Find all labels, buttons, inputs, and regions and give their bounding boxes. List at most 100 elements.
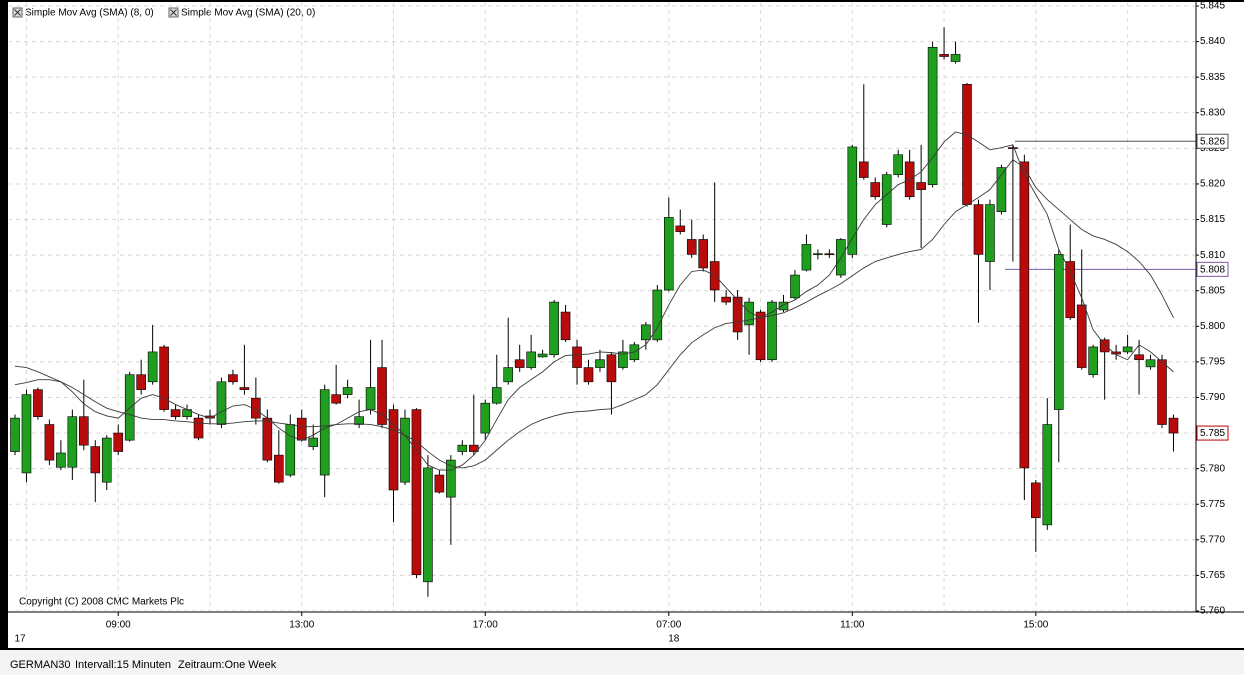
y-tick-label: 5.770 xyxy=(1200,534,1225,545)
candle-body xyxy=(1008,147,1018,149)
candle-body xyxy=(411,409,422,575)
candle-body xyxy=(193,417,204,439)
price-box-label: 5.785 xyxy=(1200,428,1225,439)
candle-body xyxy=(973,204,984,255)
candle-body xyxy=(1122,346,1133,353)
candle-body xyxy=(1031,482,1041,519)
candle-body xyxy=(790,274,800,299)
candle-body xyxy=(858,161,869,178)
candle-body xyxy=(159,346,169,410)
copyright: Copyright (C) 2008 CMC Markets Plc xyxy=(19,597,184,608)
x-tick-label: 07:00 xyxy=(656,620,681,631)
candle-body xyxy=(916,182,926,190)
candle-body xyxy=(1076,304,1087,368)
candle-body xyxy=(354,416,364,425)
sma-line xyxy=(14,131,1174,471)
candle-body xyxy=(423,467,433,583)
candle-body xyxy=(824,253,835,255)
panel xyxy=(8,2,1244,648)
candle-body xyxy=(985,204,995,262)
candle-body xyxy=(274,454,284,483)
candle-body xyxy=(686,239,697,255)
candle-body xyxy=(606,354,617,383)
price-box xyxy=(1196,133,1229,149)
y-tick-label: 5.760 xyxy=(1200,606,1225,617)
candle-body xyxy=(216,381,227,425)
candle-body xyxy=(33,389,43,417)
candle-body xyxy=(1088,346,1098,375)
candle-body xyxy=(1134,354,1144,361)
legend-label: Simple Mov Avg (SMA) (20, 0) xyxy=(181,8,315,19)
candle-body xyxy=(813,253,823,255)
candle-body xyxy=(170,409,181,417)
candle-body xyxy=(652,289,663,341)
y-tick-label: 5.830 xyxy=(1200,107,1225,118)
status-bar: GERMAN30 Intervall:15 Minuten Zeitraum:O… xyxy=(0,650,1244,675)
interval: Intervall:15 Minuten xyxy=(75,659,171,671)
candle-body xyxy=(434,474,445,493)
candle-body xyxy=(101,437,112,483)
legend-label: Simple Mov Avg (SMA) (8, 0) xyxy=(25,8,154,19)
candle-body xyxy=(996,167,1007,213)
candle-body xyxy=(778,301,789,311)
candle-body xyxy=(308,437,319,447)
chart: Simple Mov Avg (SMA) (8, 0) Simple Mov A… xyxy=(0,0,1244,650)
sma-lines xyxy=(14,131,1174,471)
price-box-label: 5.826 xyxy=(1200,136,1225,147)
candle-body xyxy=(446,459,456,498)
candle-body xyxy=(1099,339,1110,353)
candle-body xyxy=(732,296,743,333)
candle-body xyxy=(1168,417,1179,434)
candle-body xyxy=(113,432,124,452)
candle-body xyxy=(744,301,754,326)
candle-body xyxy=(721,296,731,303)
candle-body xyxy=(709,261,720,291)
candle-body xyxy=(663,217,674,291)
candle-body xyxy=(503,367,514,383)
x-tick-label: 15:00 xyxy=(1023,620,1048,631)
candle-body xyxy=(514,359,525,368)
legend-check xyxy=(14,9,21,16)
candle-body xyxy=(1053,254,1064,410)
candle-body xyxy=(388,409,399,491)
legend: Simple Mov Avg (SMA) (8, 0) Simple Mov A… xyxy=(12,7,315,19)
candle-body xyxy=(675,225,686,232)
candle-body xyxy=(400,417,410,483)
candle-body xyxy=(881,174,892,225)
candle-body xyxy=(377,367,387,425)
y-tick-label: 5.810 xyxy=(1200,250,1225,261)
candle-body xyxy=(228,374,238,383)
price-box xyxy=(1196,261,1229,277)
candle-body xyxy=(962,83,972,205)
candle-body xyxy=(1111,351,1121,355)
candle-body xyxy=(560,311,571,341)
candle-body xyxy=(939,54,949,57)
date-label: 18 xyxy=(668,634,680,645)
candle-body xyxy=(365,387,376,410)
candle-body xyxy=(1145,359,1156,368)
y-tick-label: 5.775 xyxy=(1200,499,1225,510)
candle-body xyxy=(549,301,559,356)
candle-body xyxy=(262,417,273,461)
y-tick-label: 5.815 xyxy=(1200,214,1225,225)
sma-line xyxy=(14,159,1174,469)
candle-body xyxy=(950,54,961,62)
candle-body xyxy=(67,416,78,468)
candle-body xyxy=(491,387,502,404)
candle-body xyxy=(1065,261,1076,319)
candle-body xyxy=(767,301,777,361)
y-tick-label: 5.835 xyxy=(1200,72,1225,83)
candle-body xyxy=(56,452,66,468)
candle-body xyxy=(251,397,261,419)
candle-body xyxy=(927,46,938,185)
candle-body xyxy=(893,154,903,175)
y-tick-label: 5.795 xyxy=(1200,357,1225,368)
y-tick-label: 5.805 xyxy=(1200,285,1225,296)
candle-body xyxy=(285,424,296,476)
candle-body xyxy=(641,324,651,341)
candle-body xyxy=(480,402,491,434)
candle-body xyxy=(595,359,605,368)
candle-body xyxy=(572,346,582,368)
legend-check xyxy=(170,9,177,16)
